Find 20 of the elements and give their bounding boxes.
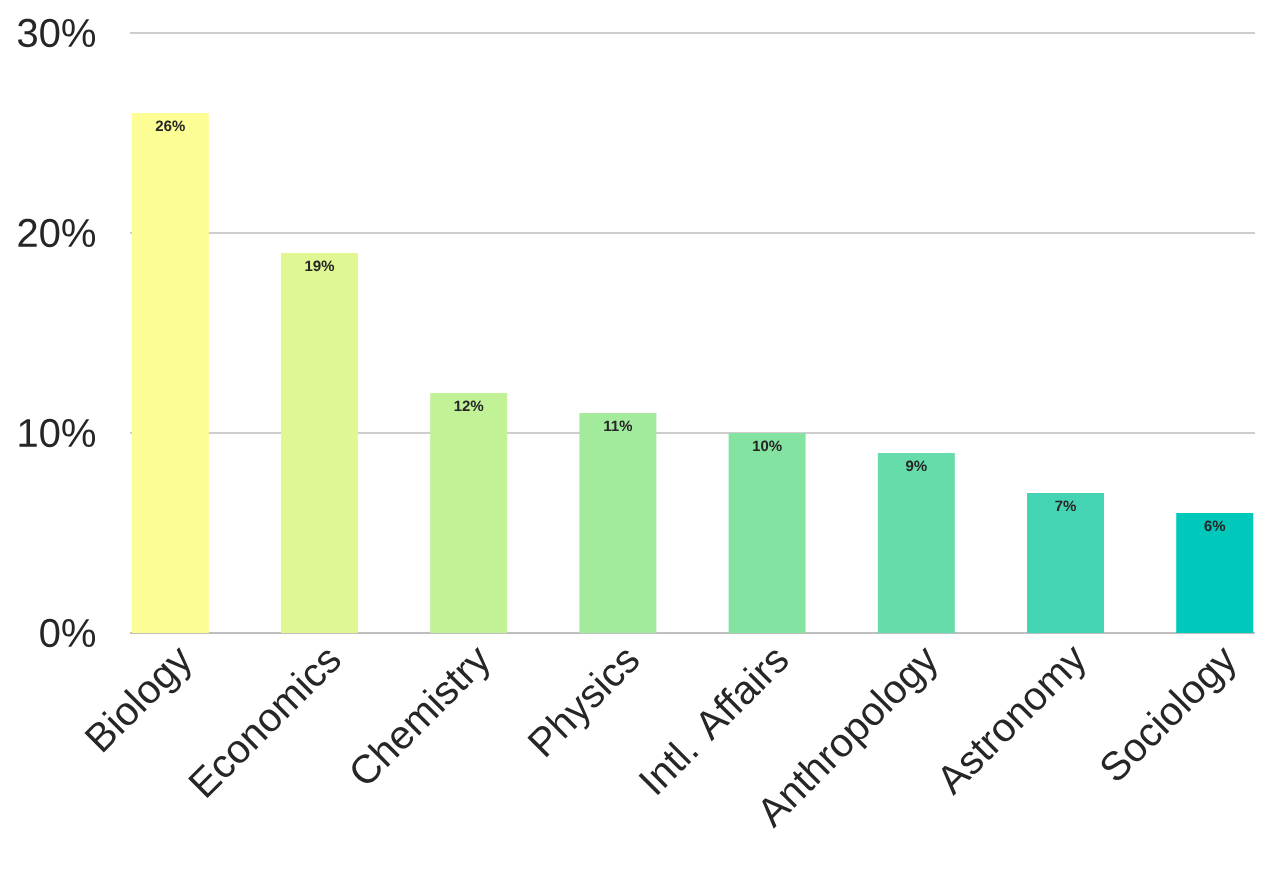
data-label: 7% — [1055, 500, 1076, 512]
y-tick-label: 0% — [40, 618, 96, 648]
bar — [131, 113, 209, 633]
bar — [728, 433, 806, 633]
data-label: 10% — [753, 440, 782, 452]
bar — [877, 453, 955, 633]
y-tick-label: 20% — [18, 218, 96, 248]
y-tick-label: 10% — [19, 418, 96, 448]
data-label: 26% — [155, 120, 185, 132]
data-label: 11% — [604, 420, 633, 432]
data-label: 12% — [454, 400, 484, 412]
bar — [1176, 513, 1254, 633]
data-label: 6% — [1204, 520, 1226, 532]
bar — [430, 393, 508, 633]
bar — [280, 253, 358, 633]
bar — [579, 413, 657, 633]
data-label: 19% — [305, 260, 335, 272]
bar — [1027, 493, 1105, 633]
data-label: 9% — [906, 460, 927, 472]
y-tick-label: 30% — [17, 18, 96, 48]
